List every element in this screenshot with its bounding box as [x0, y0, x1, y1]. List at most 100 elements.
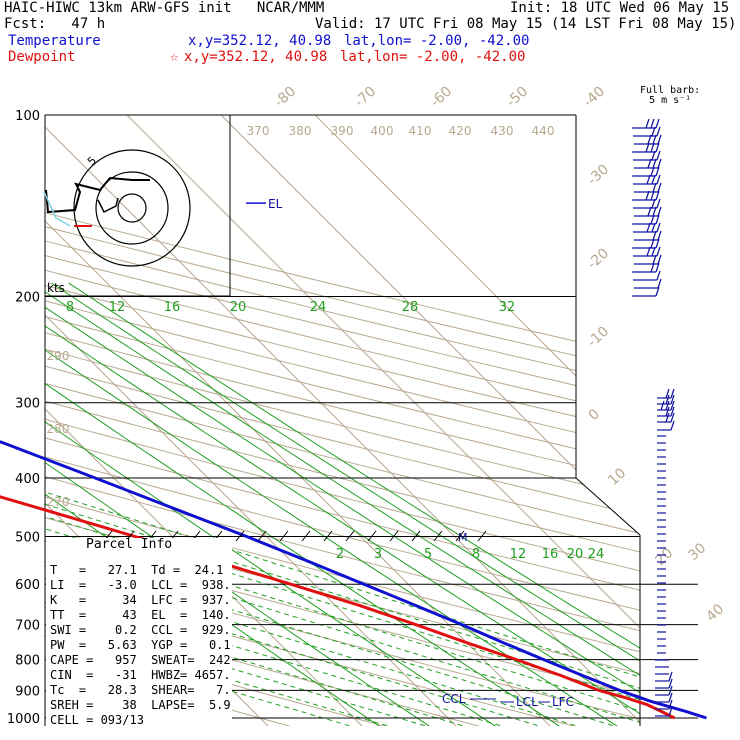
- isotherm: [301, 115, 640, 726]
- dry-adiabat: [45, 119, 640, 726]
- hodograph-trace: [45, 176, 150, 214]
- dry-adiabat: [45, 119, 640, 726]
- wind-barb-flag: [670, 394, 675, 405]
- mixing-ratio-label: 32: [499, 300, 516, 315]
- lcl-marker: LCL: [516, 695, 538, 709]
- wind-barb-flag: [651, 198, 656, 209]
- hodograph-ring: [73, 149, 191, 267]
- isotherm: [207, 115, 640, 726]
- dry-adiabat: [45, 119, 640, 726]
- wind-barb-flag: [652, 134, 657, 145]
- wind-barb-flag: [668, 685, 673, 696]
- hodograph-ring-label: 5: [85, 154, 99, 168]
- isotherm: [113, 115, 640, 726]
- hatch-mark: [257, 530, 267, 542]
- saturated-adiabat: [45, 296, 640, 726]
- parcel-info-title: Parcel Info: [86, 537, 173, 552]
- wind-barb-flag: [665, 394, 670, 405]
- saturated-adiabat: [45, 296, 367, 726]
- mixing-ratio-label: 20: [567, 547, 584, 562]
- wind-barb-flag: [652, 230, 657, 241]
- dry-adiabat: [45, 119, 640, 726]
- wind-barb-flag: [655, 214, 660, 225]
- wind-barb-flag: [657, 230, 662, 241]
- saturated-adiabat: [45, 296, 640, 726]
- pressure-label: 700: [15, 619, 40, 634]
- wind-barb-flag: [656, 126, 661, 137]
- isotherm-label: -80: [271, 83, 299, 110]
- wind-barb-flag: [647, 158, 652, 169]
- wind-barb-flag: [645, 118, 650, 129]
- forecast-hour: Fcst: 47 h: [4, 16, 106, 32]
- parcel-row: CAPE = 957 SWEAT= 242: [50, 653, 231, 667]
- m-marker: M: [458, 531, 468, 544]
- wind-barb-flag: [668, 699, 673, 710]
- isotherm-label: -10: [584, 323, 612, 350]
- mixing-ratio-line: [45, 282, 640, 726]
- hodograph-ring: [117, 193, 147, 223]
- isotherm-label: -20: [584, 245, 612, 272]
- isotherm: [45, 115, 368, 726]
- parcel-row: CELL = 093/13: [50, 713, 144, 727]
- dry-adiabat: [45, 119, 640, 726]
- dewpoint-xy: x,y=352.12, 40.98: [184, 49, 328, 65]
- hatch-mark: [477, 530, 487, 542]
- wind-barb-flag: [657, 254, 662, 265]
- wind-barb-flag: [646, 222, 651, 233]
- wind-barb-flag: [655, 262, 660, 273]
- dry-adiabat: [45, 119, 640, 726]
- mixing-ratio-line: [45, 282, 640, 726]
- wind-barb-flag: [670, 412, 675, 423]
- parcel-row: LI = -3.0 LCL = 938.: [50, 578, 231, 592]
- mixing-ratio-label: 16: [542, 547, 559, 562]
- wind-barb-flag: [650, 118, 655, 129]
- wind-barb-flag: [647, 206, 652, 217]
- wind-barb-flag: [670, 400, 675, 411]
- wind-barb-flag: [655, 118, 660, 129]
- wind-barb-flag: [651, 126, 656, 137]
- hatch-mark: [345, 530, 355, 542]
- wind-barb-flag: [651, 150, 656, 161]
- wind-barb-flag: [670, 388, 675, 399]
- hatch-mark: [411, 530, 421, 542]
- wind-barb-flag: [668, 671, 673, 682]
- wind-barb-flag: [657, 182, 662, 193]
- temperature-profile: [0, 440, 707, 720]
- mixing-ratio-line: [45, 282, 625, 726]
- mixing-ratio-label: 24: [310, 300, 327, 315]
- mixing-ratio-label: 8: [66, 300, 74, 315]
- isotherm: [45, 115, 462, 726]
- pressure-label: 400: [15, 472, 40, 487]
- hatch-mark: [367, 530, 377, 542]
- wind-barb-flag: [655, 190, 660, 201]
- model-title: HAIC-HIWC 13km ARW-GFS init NCAR/MMM: [4, 0, 325, 16]
- isotherm-label: 0: [586, 406, 603, 424]
- parcel-row: SREH = 38 LAPSE= 5.9: [50, 698, 231, 712]
- pressure-label: 100: [15, 109, 40, 124]
- hodograph-trace: [43, 191, 71, 227]
- wind-barb-flag: [645, 190, 650, 201]
- pressure-label: 200: [15, 291, 40, 306]
- wind-barb-flag: [656, 246, 661, 257]
- dry-adiabat: [45, 119, 640, 726]
- isotherm-label: 30: [685, 540, 709, 564]
- temperature-latlon: lat,lon= -2.00, -42.00: [344, 33, 530, 49]
- wind-barb-flag: [656, 150, 661, 161]
- mixing-ratio-label: 5: [424, 547, 432, 562]
- wind-barb-flag: [651, 246, 656, 257]
- dry-adiabat: [45, 119, 593, 726]
- isotherm-label: 10: [605, 465, 629, 489]
- isotherm-label: -70: [351, 83, 379, 110]
- wind-barb-flag: [651, 222, 656, 233]
- saturated-adiabat: [45, 296, 631, 726]
- mixing-ratio-line: [45, 282, 567, 726]
- isotherm-label: -40: [580, 83, 608, 110]
- wind-barb-flag: [650, 166, 655, 177]
- wind-barb-flag: [665, 388, 670, 399]
- mixing-ratio-label: 20: [230, 300, 247, 315]
- theta-label: 370: [247, 124, 270, 138]
- mixing-ratio-line: [45, 282, 503, 726]
- saturated-adiabat: [45, 296, 640, 726]
- dry-adiabat: [45, 119, 402, 726]
- dry-adiabat: [45, 119, 640, 726]
